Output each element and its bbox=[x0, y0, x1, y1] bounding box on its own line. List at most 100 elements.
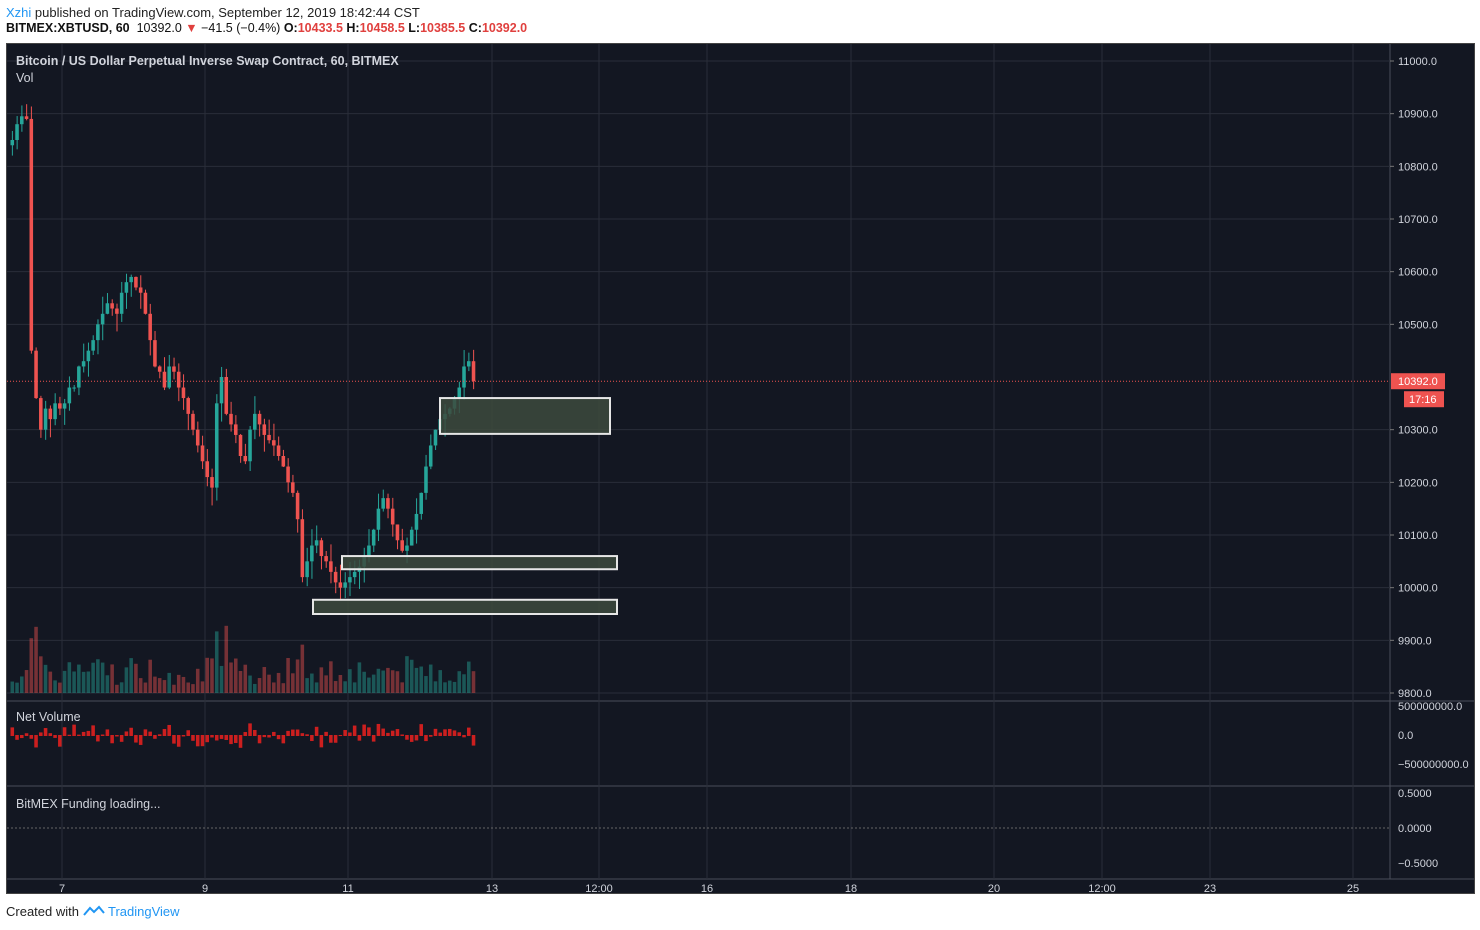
volume-bar bbox=[67, 662, 72, 693]
volume-bar bbox=[419, 666, 423, 693]
down-arrow-icon: ▼ bbox=[185, 21, 198, 35]
publish-header: Xzhi published on TradingView.com, Septe… bbox=[6, 4, 420, 22]
candle-body bbox=[48, 408, 53, 420]
candle-body bbox=[295, 492, 300, 520]
current-price-label: 10392.0 bbox=[1398, 376, 1438, 388]
y-tick-label: 10800.0 bbox=[1398, 161, 1438, 173]
candle-body bbox=[15, 124, 19, 140]
net-volume-bar bbox=[338, 735, 343, 737]
volume-bar bbox=[48, 671, 53, 693]
volume-bar bbox=[471, 671, 476, 693]
candle-body bbox=[205, 461, 210, 478]
net-volume-bar bbox=[238, 735, 243, 748]
candle-body bbox=[376, 508, 381, 530]
candle-body bbox=[153, 340, 157, 367]
candle-body bbox=[191, 413, 195, 430]
net-volume-bar bbox=[29, 735, 34, 739]
net-volume-tick-label: 0.0 bbox=[1398, 730, 1413, 742]
net-volume-bar bbox=[67, 734, 72, 736]
volume-bar bbox=[91, 662, 95, 693]
chart-title: Bitcoin / US Dollar Perpetual Inverse Sw… bbox=[16, 54, 399, 68]
candle-body bbox=[167, 366, 171, 388]
candle-body bbox=[243, 456, 248, 462]
candle-body bbox=[186, 398, 190, 414]
price-chart[interactable]: 11000.0 10900.0 10800.0 10700.0 10600.0 10500… bbox=[7, 44, 1474, 895]
close-label: C: bbox=[468, 21, 482, 35]
net-volume-bar bbox=[81, 731, 86, 736]
volume-bar bbox=[119, 682, 124, 693]
volume-bar bbox=[310, 673, 314, 693]
volume-bar bbox=[162, 680, 167, 693]
volume-bar bbox=[376, 668, 381, 693]
net-volume-bar bbox=[43, 728, 48, 736]
volume-bar bbox=[29, 638, 34, 693]
author-link[interactable]: Xzhi bbox=[6, 5, 32, 20]
x-tick-label: 12:00 bbox=[1088, 883, 1116, 893]
net-volume-bar bbox=[267, 735, 271, 738]
candle-body bbox=[72, 387, 76, 389]
candle-body bbox=[105, 303, 110, 314]
volume-bar bbox=[115, 684, 119, 693]
volume-bar bbox=[110, 664, 114, 693]
tradingview-link[interactable]: TradingView bbox=[108, 904, 180, 919]
volume-bar bbox=[43, 664, 48, 693]
candle-body bbox=[172, 366, 176, 372]
volume-bar bbox=[348, 669, 352, 693]
volume-bar bbox=[371, 674, 376, 693]
net-volume-bar bbox=[428, 735, 433, 737]
candle-body bbox=[157, 366, 162, 372]
volume-bar bbox=[214, 631, 219, 693]
net-volume-bar bbox=[305, 734, 309, 736]
net-volume-label: Net Volume bbox=[16, 710, 81, 724]
volume-bar bbox=[257, 678, 262, 693]
net-volume-bar bbox=[253, 730, 257, 736]
net-volume-bar bbox=[443, 729, 447, 736]
volume-bar bbox=[291, 673, 295, 693]
close-value: 10392.0 bbox=[481, 21, 528, 35]
candle-body bbox=[381, 498, 385, 509]
candle-body bbox=[24, 116, 29, 119]
candle-body bbox=[281, 456, 286, 467]
volume-bar bbox=[200, 681, 205, 693]
volume-bar bbox=[414, 667, 419, 693]
price-change: −41.5 (−0.4%) bbox=[201, 21, 281, 35]
volume-bar bbox=[138, 678, 143, 693]
net-volume-bar bbox=[471, 735, 476, 746]
net-volume-bar bbox=[381, 728, 385, 736]
candle-body bbox=[291, 482, 295, 493]
volume-bar bbox=[15, 682, 19, 693]
volume-bar bbox=[267, 674, 271, 693]
net-volume-bar bbox=[157, 734, 162, 736]
net-volume-bar bbox=[219, 735, 224, 739]
candle-body bbox=[96, 324, 100, 341]
net-volume-bar bbox=[224, 735, 229, 740]
volume-bar bbox=[224, 625, 229, 693]
candle-body bbox=[29, 118, 34, 351]
volume-bar bbox=[229, 662, 233, 693]
net-volume-bar bbox=[91, 725, 95, 736]
candle-body bbox=[115, 308, 119, 314]
candle-body bbox=[134, 276, 138, 288]
net-volume-bar bbox=[390, 730, 395, 736]
high-value: 10458.5 bbox=[359, 21, 405, 35]
tradingview-logo-icon[interactable] bbox=[82, 904, 105, 919]
net-volume-bar bbox=[310, 735, 314, 742]
volume-bar bbox=[39, 656, 43, 693]
volume-bar bbox=[233, 658, 238, 693]
net-volume-bar bbox=[262, 735, 267, 738]
candle-body bbox=[86, 350, 91, 362]
x-tick-label: 9 bbox=[202, 883, 208, 893]
candle-body bbox=[457, 387, 462, 399]
candle-body bbox=[233, 424, 238, 435]
volume-bar bbox=[409, 659, 414, 693]
y-tick-label: 10000.0 bbox=[1398, 583, 1438, 595]
volume-bar bbox=[105, 675, 110, 693]
y-tick-label: 10300.0 bbox=[1398, 425, 1438, 437]
chart-frame[interactable]: 11000.0 10900.0 10800.0 10700.0 10600.0 10500… bbox=[6, 43, 1475, 895]
x-tick-label: 7 bbox=[59, 883, 65, 893]
candle-body bbox=[138, 287, 143, 293]
volume-bar bbox=[195, 668, 200, 693]
volume-bar bbox=[143, 682, 148, 693]
volume-bar bbox=[428, 664, 433, 693]
net-volume-bar bbox=[167, 724, 171, 736]
